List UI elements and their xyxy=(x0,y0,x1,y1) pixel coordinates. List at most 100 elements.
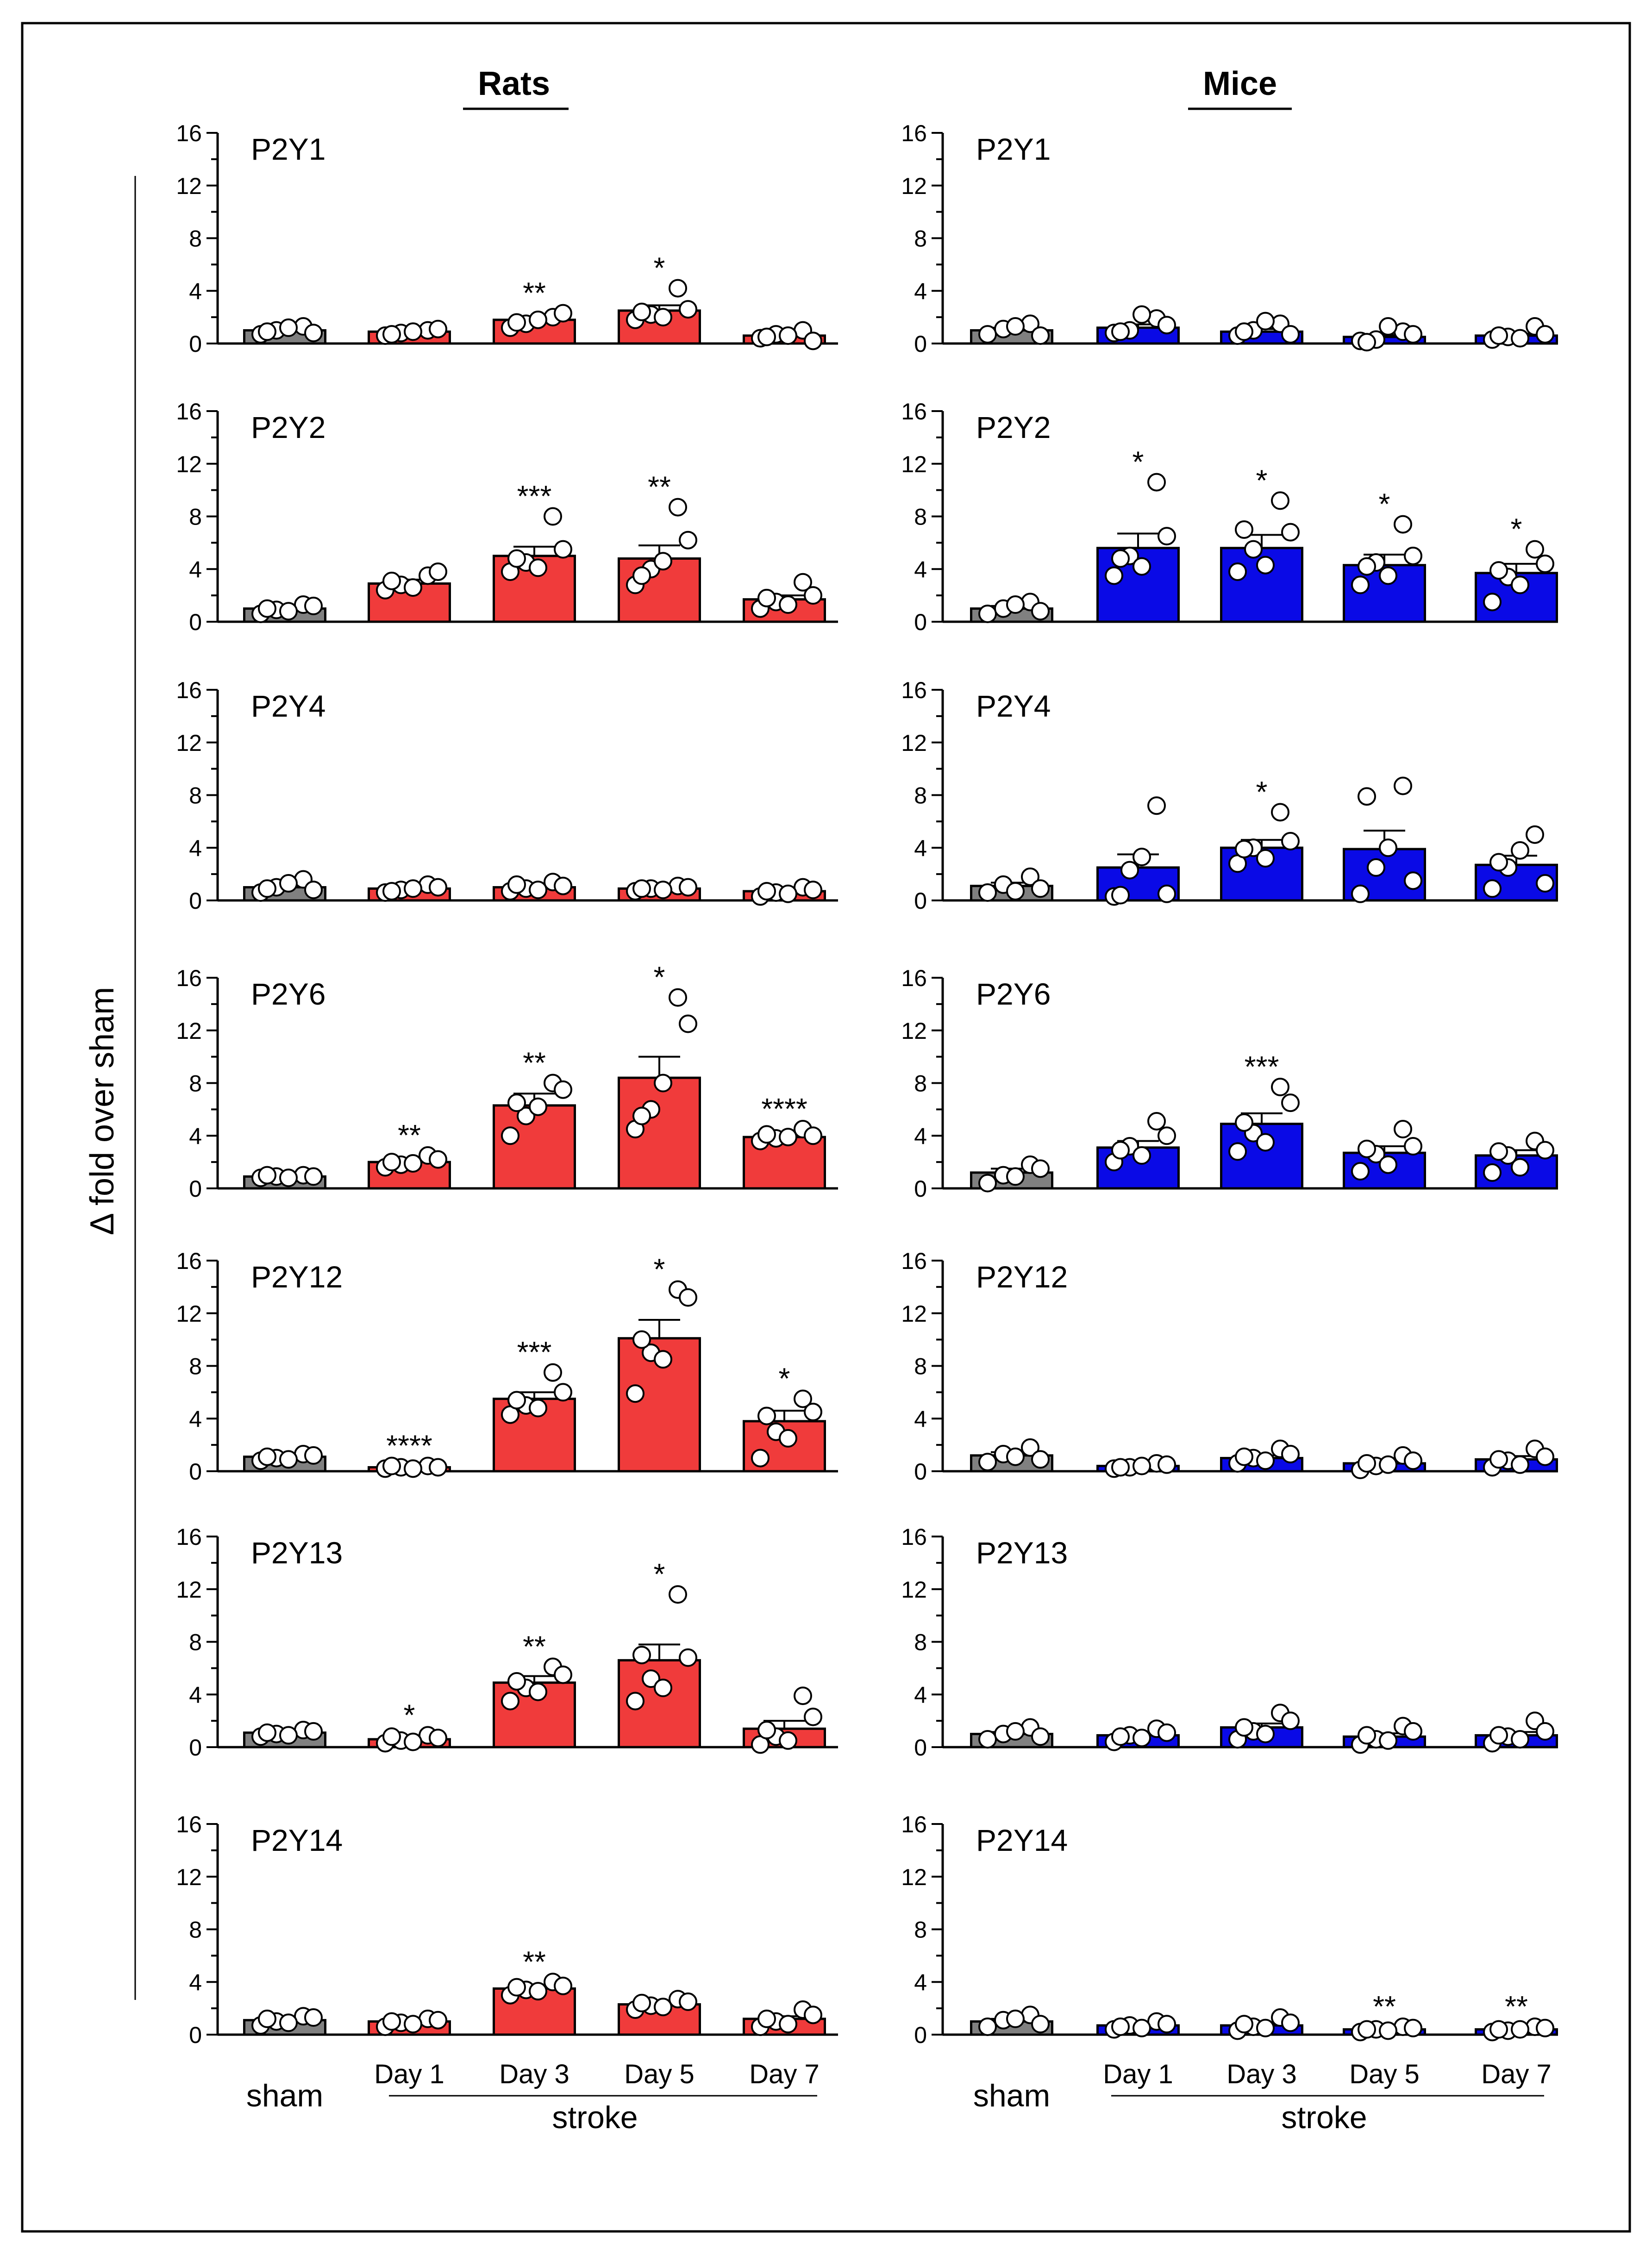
data-point xyxy=(654,552,672,571)
significance-label: *** xyxy=(1245,1050,1279,1083)
y-tick-label: 8 xyxy=(914,226,927,252)
data-point xyxy=(517,1106,535,1125)
y-tick-label: 8 xyxy=(189,1071,202,1097)
y-tick-label: 4 xyxy=(914,1123,927,1149)
data-point xyxy=(1379,2021,1397,2040)
data-point xyxy=(757,1125,776,1144)
panel-title: P2Y12 xyxy=(976,1260,1068,1294)
data-point xyxy=(1379,1731,1397,1750)
figure-frame xyxy=(21,22,1631,2233)
data-point xyxy=(978,1174,997,1193)
data-point xyxy=(258,2009,276,2028)
y-tick-label: 16 xyxy=(901,399,927,425)
data-point xyxy=(1006,1167,1025,1186)
data-point xyxy=(1404,2018,1422,2037)
data-point xyxy=(1006,1447,1025,1466)
data-point xyxy=(1111,2017,1130,2036)
data-point xyxy=(804,881,822,900)
data-point xyxy=(1031,1450,1050,1469)
data-point xyxy=(1031,1159,1050,1178)
data-point xyxy=(258,322,276,341)
data-point xyxy=(1379,566,1397,585)
y-tick-label: 16 xyxy=(901,1248,927,1274)
significance-label: *** xyxy=(517,480,552,513)
panel-mice-p2y12: 0 4 8 12 16 P2Y12 xyxy=(901,1248,1558,1485)
data-point xyxy=(632,302,651,321)
significance-label: * xyxy=(1256,775,1268,808)
data-point xyxy=(258,1447,276,1466)
significance-label: ** xyxy=(398,1118,421,1152)
data-point xyxy=(382,325,401,344)
data-point xyxy=(1235,520,1253,539)
y-tick-label: 16 xyxy=(901,965,927,991)
data-point xyxy=(529,558,547,577)
data-point xyxy=(1271,1078,1289,1097)
data-point xyxy=(1483,1163,1502,1182)
data-point xyxy=(804,331,822,350)
data-point xyxy=(429,1458,447,1477)
y-tick-label: 0 xyxy=(189,1459,202,1485)
data-point xyxy=(1404,325,1422,344)
data-point xyxy=(1281,1712,1300,1730)
data-point xyxy=(1281,523,1300,542)
data-point xyxy=(1489,326,1508,345)
significance-label: * xyxy=(654,1557,665,1591)
data-point xyxy=(1404,546,1422,565)
data-point xyxy=(1235,1718,1253,1737)
y-tick-label: 4 xyxy=(914,1969,927,1995)
data-point xyxy=(554,304,572,323)
y-tick-label: 8 xyxy=(189,1917,202,1943)
data-point xyxy=(404,879,422,898)
y-tick-label: 4 xyxy=(914,835,927,861)
significance-label: **** xyxy=(386,1429,432,1462)
data-point xyxy=(279,602,298,621)
data-point xyxy=(279,2013,298,2032)
data-point xyxy=(1379,1455,1397,1474)
y-tick-label: 8 xyxy=(189,226,202,252)
significance-label: * xyxy=(654,251,665,285)
y-tick-label: 12 xyxy=(901,173,927,199)
data-point xyxy=(544,507,562,526)
data-point xyxy=(679,1648,697,1667)
data-point xyxy=(978,325,997,344)
data-point xyxy=(679,1288,697,1307)
data-point xyxy=(1111,886,1130,905)
data-point xyxy=(1158,527,1176,546)
data-point xyxy=(1228,562,1247,581)
data-point xyxy=(978,1730,997,1749)
y-tick-label: 4 xyxy=(189,1406,202,1432)
data-point xyxy=(1235,1113,1253,1132)
data-point xyxy=(1105,566,1123,585)
panel-title: P2Y14 xyxy=(251,1823,343,1857)
panel-rats-p2y4: 0 4 8 12 16 P2Y4 xyxy=(176,677,838,914)
data-point xyxy=(1111,1727,1130,1746)
data-point xyxy=(1489,1142,1508,1161)
data-point xyxy=(382,571,401,590)
y-tick-label: 12 xyxy=(901,1577,927,1603)
data-point xyxy=(1133,1456,1151,1475)
x-label-sham-mice: sham xyxy=(973,2078,1050,2113)
data-point xyxy=(429,319,447,338)
data-point xyxy=(1006,1722,1025,1741)
data-point xyxy=(554,1383,572,1402)
panel-title: P2Y13 xyxy=(976,1536,1068,1570)
data-point xyxy=(554,540,572,559)
data-point xyxy=(382,1153,401,1172)
data-point xyxy=(554,876,572,895)
data-point xyxy=(507,549,526,568)
data-point xyxy=(669,1585,687,1604)
data-point xyxy=(1256,312,1275,331)
data-point xyxy=(1256,849,1275,868)
significance-label: ** xyxy=(523,1046,546,1080)
x-label-day3-mice: Day 3 xyxy=(1226,2059,1297,2089)
data-point xyxy=(1489,1726,1508,1745)
data-point xyxy=(1235,1447,1253,1466)
data-point xyxy=(1031,326,1050,345)
y-tick-label: 12 xyxy=(176,1864,202,1890)
stroke-label-mice: stroke xyxy=(1281,2100,1367,2135)
significance-label: ** xyxy=(1373,1990,1396,2023)
data-point xyxy=(382,882,401,901)
y-tick-label: 4 xyxy=(914,1682,927,1708)
